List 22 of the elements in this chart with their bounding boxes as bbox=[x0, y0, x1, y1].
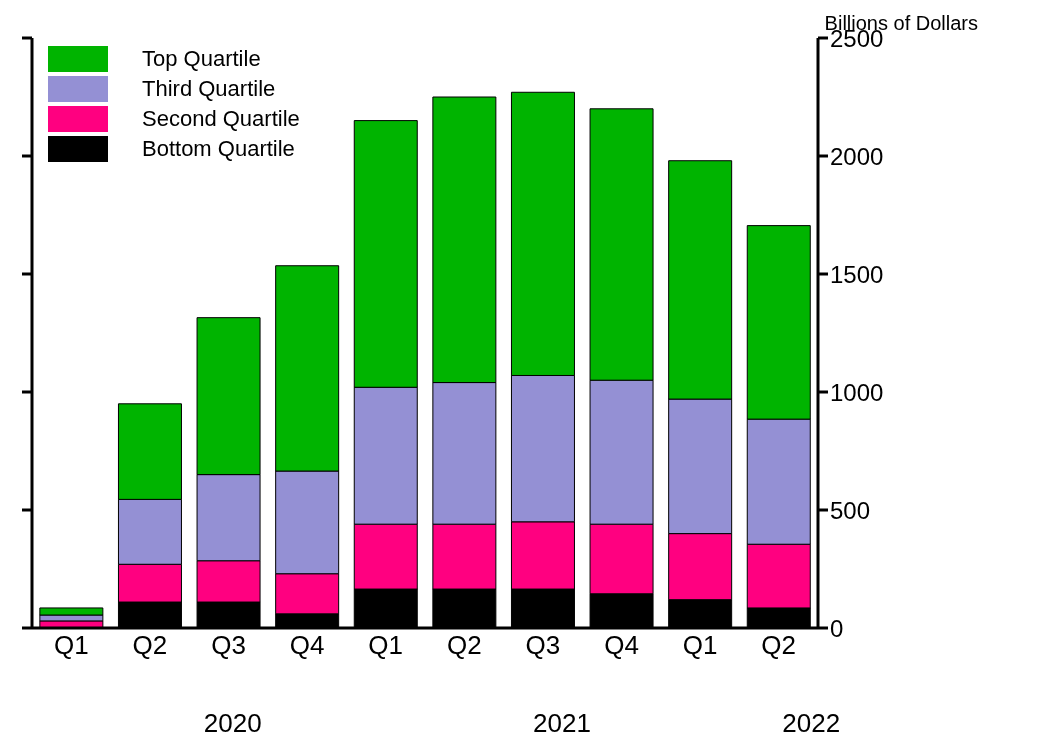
x-tick-label: Q3 bbox=[525, 630, 561, 661]
legend-label: Top Quartile bbox=[142, 46, 261, 72]
legend-label: Third Quartile bbox=[142, 76, 276, 102]
legend-label: Bottom Quartile bbox=[142, 136, 295, 162]
legend-label: Second Quartile bbox=[142, 106, 300, 132]
text: 2022 bbox=[782, 708, 841, 739]
x-tick-label: Q1 bbox=[53, 630, 89, 661]
y-tick-label: 2000 bbox=[830, 142, 884, 170]
x-tick-label: Q4 bbox=[604, 630, 639, 661]
y-tick-label: 1000 bbox=[830, 378, 884, 406]
y-tick-label: 0 bbox=[830, 614, 844, 642]
x-tick-label: Q1 bbox=[682, 630, 718, 661]
y-tick-label: 1500 bbox=[830, 260, 884, 288]
x-tick-label: Q2 bbox=[761, 630, 797, 661]
text: 2021 bbox=[533, 708, 591, 739]
x-tick-label: Q1 bbox=[368, 630, 404, 661]
x-tick-label: Q4 bbox=[289, 630, 325, 661]
y-tick-label: 500 bbox=[830, 496, 871, 524]
x-tick-label: Q3 bbox=[211, 630, 246, 661]
x-tick-label: Q2 bbox=[132, 630, 168, 661]
text: 2020 bbox=[203, 708, 262, 739]
x-tick-label: Q2 bbox=[446, 630, 482, 661]
